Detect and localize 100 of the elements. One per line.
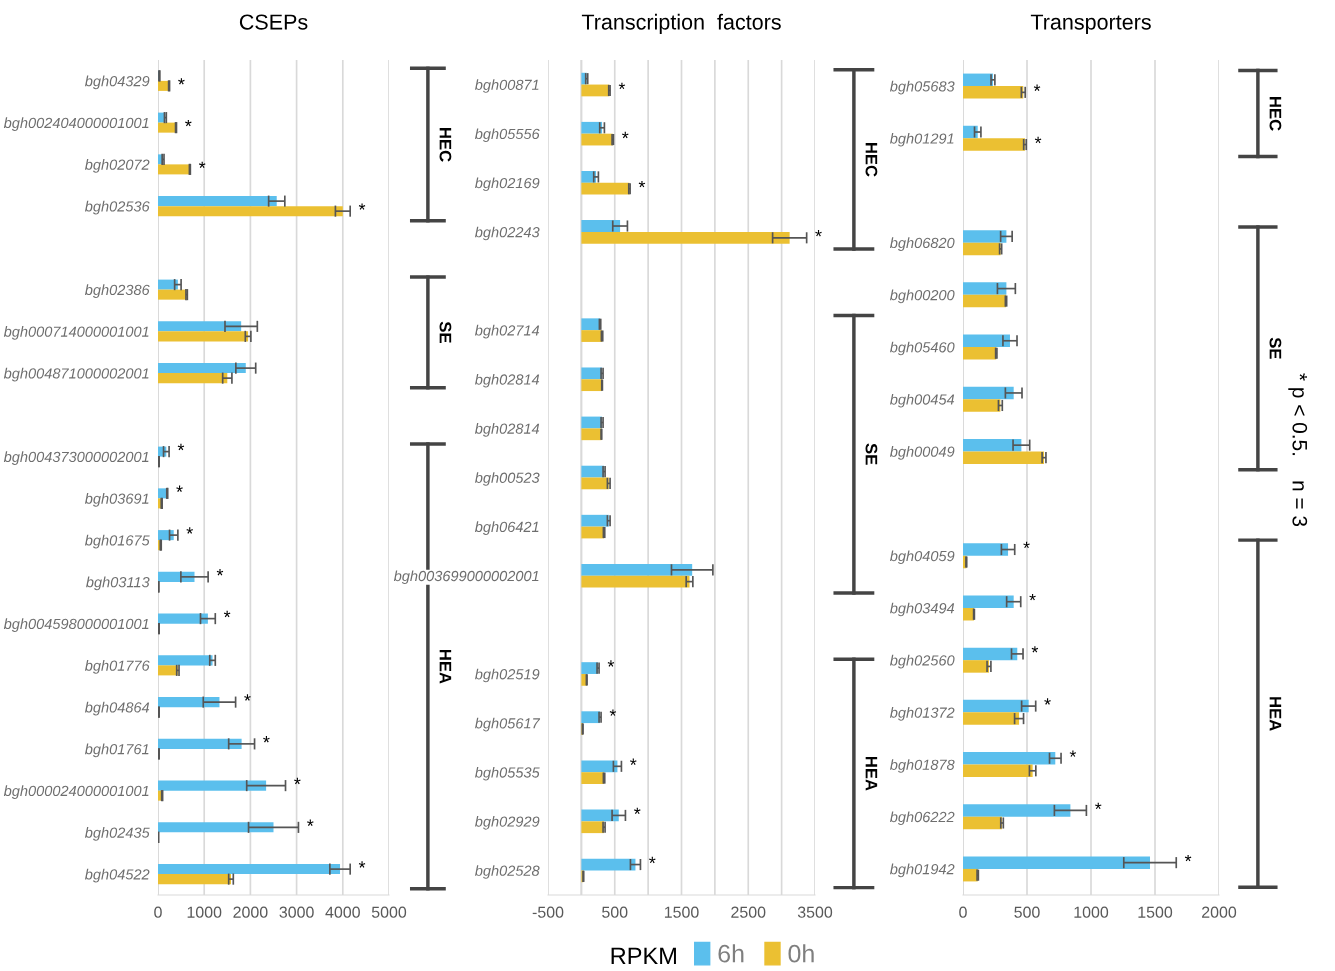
y-tick-label: bgh02528 xyxy=(475,865,540,879)
data-label: * xyxy=(198,161,206,168)
chart-title: Transcription factors xyxy=(581,13,781,34)
y-tick-label: bgh02929 xyxy=(475,816,540,830)
text: HEC xyxy=(439,128,452,162)
data-label: * xyxy=(622,131,629,139)
data-label: * xyxy=(618,82,626,90)
y-tick-label: bgh000024000001001 xyxy=(3,785,149,799)
data-label: * xyxy=(630,758,637,765)
chart-title: Transporters xyxy=(1030,14,1151,34)
x-tick-label: 2000 xyxy=(1202,906,1237,918)
data-label: * xyxy=(177,443,185,451)
y-tick-label: bgh04522 xyxy=(85,868,150,883)
legend-label: 0h xyxy=(788,944,814,963)
x-tick-label: 4000 xyxy=(325,906,360,918)
data-label: * xyxy=(185,119,192,127)
x-tick-label: 1500 xyxy=(664,906,699,918)
y-tick-label: bgh01675 xyxy=(85,534,150,549)
text: HEC xyxy=(1269,97,1282,131)
data-label: * xyxy=(186,527,193,534)
x-tick-label: 500 xyxy=(1014,906,1040,918)
y-tick-label: bgh00871 xyxy=(475,79,539,93)
y-tick-label: bgh01291 xyxy=(890,133,954,147)
text: HEA xyxy=(439,649,452,684)
y-tick-label: bgh002404000001001 xyxy=(3,117,149,131)
y-tick-label: bgh04329 xyxy=(85,75,150,90)
data-label: * xyxy=(244,694,251,701)
x-tick-label: 1000 xyxy=(1074,906,1109,918)
x-tick-label: 3000 xyxy=(279,906,314,918)
y-tick-label: bgh05617 xyxy=(475,717,541,732)
y-tick-label: bgh05556 xyxy=(475,128,540,142)
data-label: * xyxy=(638,180,646,188)
y-tick-label: bgh00200 xyxy=(890,289,955,304)
y-tick-label: bgh02714 xyxy=(475,324,540,339)
data-label: * xyxy=(176,485,183,492)
x-tick-label: 0 xyxy=(154,906,162,918)
legend-label: 6h xyxy=(718,944,744,963)
data-label: * xyxy=(815,230,822,237)
data-label: * xyxy=(1184,854,1192,862)
y-tick-label: bgh00523 xyxy=(475,472,540,486)
data-label: * xyxy=(307,819,314,826)
y-tick-label: bgh03691 xyxy=(85,493,149,507)
data-label: * xyxy=(263,736,270,743)
x-tick-label: 1000 xyxy=(187,906,222,918)
text: HEA xyxy=(865,756,878,791)
x-tick-label: 3500 xyxy=(797,906,833,918)
y-tick-label: bgh05535 xyxy=(475,766,540,781)
x-tick-label: 2000 xyxy=(233,906,268,918)
y-tick-label: bgh02519 xyxy=(475,668,540,683)
data-label: * xyxy=(178,78,185,85)
y-tick-label: bgh03494 xyxy=(890,602,955,617)
y-tick-label: bgh01761 xyxy=(85,743,149,758)
text: SE xyxy=(865,443,878,465)
y-tick-label: bgh01372 xyxy=(890,707,955,721)
y-tick-label: bgh02243 xyxy=(475,226,540,241)
y-tick-label: bgh02072 xyxy=(85,159,150,173)
y-tick-label: bgh03113 xyxy=(86,576,150,591)
x-tick-label: 5000 xyxy=(371,906,407,918)
y-tick-label: bgh05683 xyxy=(890,80,955,95)
data-label: * xyxy=(1033,84,1041,91)
y-tick-label: bgh06421 xyxy=(475,521,539,535)
x-tick-label: -500 xyxy=(532,906,564,918)
y-tick-label: bgh06820 xyxy=(890,237,955,251)
data-label: * xyxy=(649,856,656,864)
data-label: * xyxy=(1029,593,1036,601)
data-label: * xyxy=(634,807,641,815)
y-tick-label: bgh06222 xyxy=(890,811,955,826)
text: * p < 0.5. n = 3 xyxy=(1288,373,1308,527)
x-tick-label: 2500 xyxy=(731,906,766,918)
x-tick-label: 500 xyxy=(602,906,628,918)
y-tick-label: bgh01776 xyxy=(85,660,150,674)
y-tick-label: bgh02435 xyxy=(85,827,150,841)
data-label: * xyxy=(607,660,615,667)
x-tick-label: 1500 xyxy=(1138,906,1173,918)
y-tick-label: bgh000714000001001 xyxy=(3,326,149,340)
y-tick-label: bgh04864 xyxy=(85,701,150,716)
y-tick-label: bgh004598000001001 xyxy=(3,618,149,632)
data-label: * xyxy=(609,709,617,716)
y-tick-label: bgh00049 xyxy=(890,446,955,460)
y-tick-label: bgh02560 xyxy=(890,654,955,669)
data-label: * xyxy=(1023,541,1030,549)
y-tick-label: bgh00454 xyxy=(890,393,955,408)
data-label: * xyxy=(1031,646,1039,653)
y-tick-label: bgh003699000002001 xyxy=(393,570,539,585)
y-tick-label: bgh02169 xyxy=(475,177,540,192)
y-tick-label: bgh004373000002001 xyxy=(3,451,149,465)
data-label: * xyxy=(1095,802,1102,810)
legend-title: RPKM xyxy=(611,947,676,965)
y-tick-label: bgh02386 xyxy=(85,284,150,298)
chart-title: CSEPs xyxy=(239,14,308,30)
y-tick-label: bgh01878 xyxy=(890,759,955,773)
data-label: * xyxy=(358,861,366,868)
y-tick-label: bgh004871000002001 xyxy=(3,367,149,382)
data-label: * xyxy=(216,569,224,576)
y-tick-label: bgh01942 xyxy=(890,863,955,878)
x-tick-label: 0 xyxy=(959,906,967,918)
text: HEA xyxy=(1269,697,1282,731)
data-label: * xyxy=(294,777,301,785)
y-tick-label: bgh05460 xyxy=(890,341,955,356)
data-label: * xyxy=(1034,136,1042,144)
